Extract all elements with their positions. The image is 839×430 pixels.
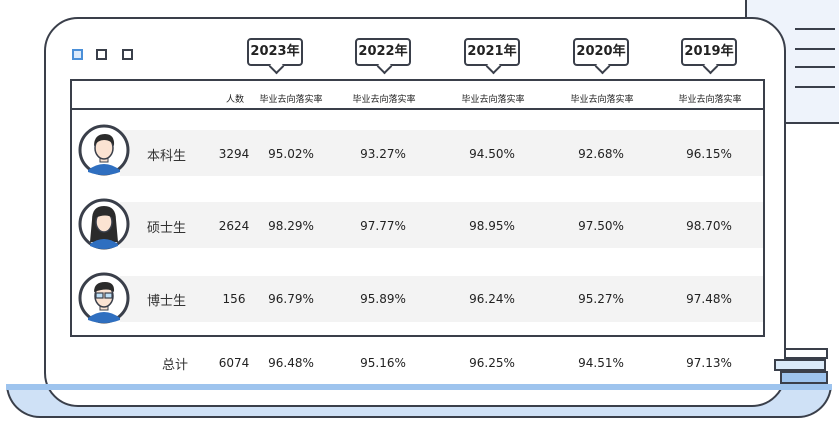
header-rate: 毕业去向落实率 [570, 95, 634, 105]
year-tag-2023: 2023年 [247, 38, 303, 75]
row-label: 本科生 [147, 149, 187, 164]
rate-cell: 98.29% [268, 219, 314, 233]
doctoral-student-avatar-icon [78, 272, 130, 324]
rate-cell: 96.24% [469, 292, 515, 306]
total-rate-cell: 95.16% [360, 356, 406, 370]
rate-cell: 97.77% [360, 219, 406, 233]
count-cell: 3294 [218, 147, 250, 161]
row-label: 硕士生 [147, 221, 187, 236]
total-rate-cell: 97.13% [686, 356, 732, 370]
rate-cell: 95.02% [268, 147, 314, 161]
total-rate-cell: 96.25% [469, 356, 515, 370]
rate-cell: 96.79% [268, 292, 314, 306]
year-tag-2022: 2022年 [355, 38, 411, 75]
rate-cell: 92.68% [578, 147, 624, 161]
row-stripe [120, 276, 763, 322]
total-label: 总计 [162, 358, 189, 373]
window-square-icon [122, 49, 133, 60]
rate-cell: 97.50% [578, 219, 624, 233]
book-icon [780, 371, 828, 384]
book-icon [784, 348, 828, 359]
row-label: 博士生 [147, 294, 187, 309]
year-tag-2019: 2019年 [681, 38, 737, 75]
rate-cell: 98.95% [469, 219, 515, 233]
row-stripe [120, 130, 763, 176]
total-rate-cell: 96.48% [268, 356, 314, 370]
male-student-avatar-icon [78, 124, 130, 176]
header-rate: 毕业去向落实率 [461, 95, 525, 105]
rate-cell: 95.89% [360, 292, 406, 306]
count-cell: 2624 [218, 219, 250, 233]
rate-cell: 96.15% [686, 147, 732, 161]
year-tag-2021: 2021年 [464, 38, 520, 75]
rate-cell: 97.48% [686, 292, 732, 306]
rate-cell: 98.70% [686, 219, 732, 233]
window-square-icon [96, 49, 107, 60]
row-stripe [120, 202, 763, 248]
female-student-avatar-icon [78, 198, 130, 250]
book-icon [774, 359, 826, 371]
laptop-base-top [6, 384, 832, 390]
year-tag-2020: 2020年 [573, 38, 629, 75]
total-rate-cell: 94.51% [578, 356, 624, 370]
header-rate: 毕业去向落实率 [352, 95, 416, 105]
rate-cell: 94.50% [469, 147, 515, 161]
rate-cell: 95.27% [578, 292, 624, 306]
count-cell: 156 [222, 292, 246, 306]
header-divider [72, 108, 763, 110]
header-count: 人数 [225, 95, 244, 105]
rate-cell: 93.27% [360, 147, 406, 161]
header-rate: 毕业去向落实率 [678, 95, 742, 105]
header-rate: 毕业去向落实率 [259, 95, 323, 105]
window-square-icon [72, 49, 83, 60]
total-count-cell: 6074 [218, 356, 250, 370]
